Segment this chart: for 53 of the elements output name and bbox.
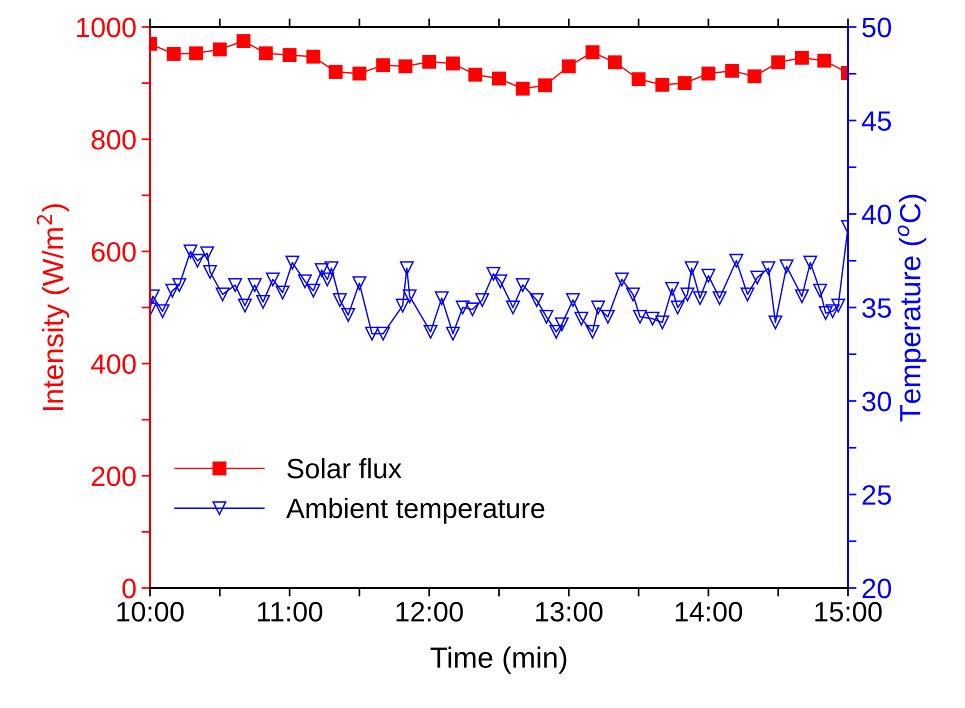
point — [328, 64, 343, 79]
x-tick-label: 13:00 — [536, 602, 602, 622]
y-tick-label: 200 — [92, 466, 136, 486]
point — [608, 55, 622, 70]
y2-tick-label: 35 — [862, 298, 891, 318]
point — [422, 54, 436, 69]
point — [655, 78, 670, 92]
point — [236, 34, 250, 48]
point — [817, 54, 832, 68]
y-tick-label: 800 — [92, 130, 136, 150]
point — [771, 55, 786, 70]
point — [538, 78, 552, 92]
point — [212, 42, 227, 56]
point — [748, 69, 762, 84]
point — [446, 56, 460, 70]
x-tick-label: 15:00 — [815, 602, 882, 622]
point — [398, 59, 412, 74]
y2-tick-label: 30 — [862, 392, 892, 412]
y-axis-title: Intensity (W/m$^{2}$) — [36, 204, 70, 410]
point — [701, 66, 716, 81]
x-tick-label: 11:00 — [258, 602, 322, 622]
y2-tick-label: 50 — [862, 18, 892, 38]
point — [632, 72, 646, 86]
point — [725, 64, 740, 78]
x-tick-label: 12:00 — [396, 602, 463, 622]
y2-tick-label: 45 — [862, 111, 891, 131]
y2-tick-label: 25 — [862, 485, 891, 505]
point — [258, 46, 273, 60]
legend-label: Solar flux — [287, 458, 402, 478]
point — [516, 82, 530, 96]
point — [189, 46, 204, 60]
y2-axis-title: Temperature ($^{o}$C) — [898, 194, 926, 422]
point — [562, 59, 576, 74]
point — [352, 66, 366, 81]
point — [282, 48, 297, 62]
y2-tick-label: 20 — [862, 578, 892, 598]
point — [468, 68, 482, 82]
point — [794, 50, 809, 65]
point — [492, 72, 506, 86]
y-tick-label: 1000 — [77, 18, 136, 38]
y-tick-label: 600 — [92, 242, 136, 262]
y-tick-label: 0 — [122, 578, 136, 598]
y2-tick-label: 40 — [862, 204, 892, 224]
x-axis-title: Time (min) — [430, 646, 566, 674]
x-tick-label: 14:00 — [676, 602, 742, 622]
point — [306, 50, 320, 64]
point — [586, 45, 600, 60]
point — [166, 46, 181, 61]
x-tick-label: 10:00 — [117, 602, 184, 622]
point — [678, 76, 692, 90]
y-tick-label: 400 — [91, 354, 136, 374]
point — [376, 58, 390, 72]
legend-label: Ambient temperature — [286, 498, 544, 524]
